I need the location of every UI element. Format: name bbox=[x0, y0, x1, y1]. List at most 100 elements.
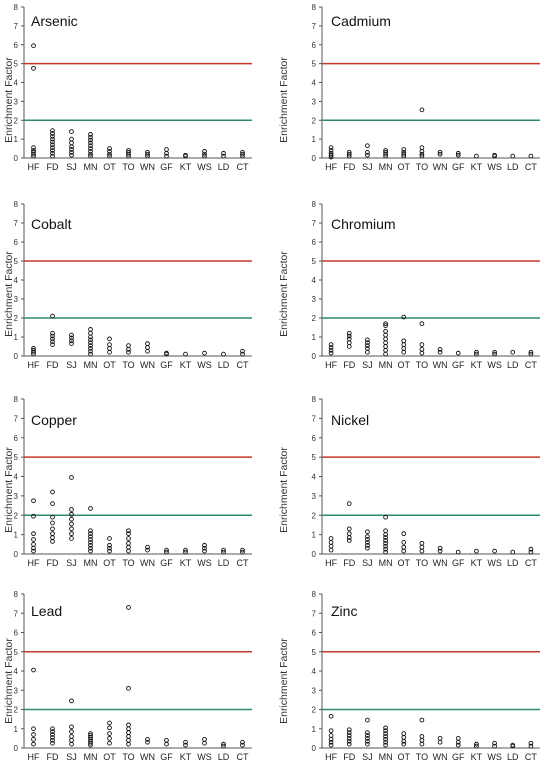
data-point bbox=[383, 153, 388, 159]
data-point bbox=[474, 548, 479, 554]
data-point bbox=[365, 143, 370, 149]
data-point bbox=[419, 737, 425, 743]
y-tick-label: 0 bbox=[312, 352, 317, 361]
data-point bbox=[126, 605, 131, 610]
data-point bbox=[126, 544, 131, 550]
scatter-plot: 0 1 2 3 4 5 6 7 8 HF FD SJ MN OT TO WN GF KT WS LD CT bbox=[14, 3, 252, 172]
x-tick-label: HF bbox=[325, 162, 337, 172]
data-point bbox=[50, 145, 55, 150]
data-point bbox=[183, 153, 188, 159]
x-tick-label: CT bbox=[525, 162, 537, 172]
y-tick-label: 4 bbox=[14, 79, 19, 88]
data-point bbox=[419, 734, 425, 739]
data-point bbox=[31, 531, 36, 537]
x-tick-label: GF bbox=[452, 752, 465, 762]
data-point bbox=[50, 726, 55, 732]
x-tick-label: LD bbox=[218, 360, 230, 370]
data-point bbox=[419, 741, 425, 747]
data-point bbox=[401, 540, 407, 545]
data-point bbox=[474, 741, 479, 747]
x-tick-label: GF bbox=[452, 360, 465, 370]
data-point bbox=[50, 535, 55, 540]
y-tick-label: 3 bbox=[312, 492, 317, 501]
data-point bbox=[69, 147, 74, 152]
data-point bbox=[346, 733, 352, 738]
x-tick-label: GF bbox=[452, 558, 465, 568]
x-tick-label: WS bbox=[197, 558, 212, 568]
data-point bbox=[69, 338, 74, 344]
data-point bbox=[510, 549, 516, 555]
data-point bbox=[107, 346, 112, 351]
y-tick-label: 8 bbox=[312, 395, 317, 404]
data-point bbox=[202, 153, 207, 159]
data-point bbox=[31, 732, 36, 737]
data-point bbox=[419, 153, 425, 159]
panel-title: Cadmium bbox=[331, 13, 391, 29]
x-tick-label: TO bbox=[416, 162, 428, 172]
y-tick-label: 6 bbox=[14, 238, 19, 247]
data-point bbox=[419, 145, 425, 150]
panel-zinc: Enrichment Factor Zinc 0 1 2 3 4 5 6 7 8 HF FD SJ MN… bbox=[275, 581, 550, 773]
data-point bbox=[107, 542, 112, 548]
data-point bbox=[365, 542, 370, 548]
data-point bbox=[50, 737, 55, 743]
data-point bbox=[401, 153, 407, 159]
y-tick-label: 5 bbox=[312, 453, 317, 462]
y-tick-label: 5 bbox=[14, 648, 19, 657]
data-point bbox=[69, 737, 74, 743]
y-tick-label: 3 bbox=[14, 492, 19, 501]
data-point bbox=[474, 743, 479, 749]
data-point bbox=[126, 540, 131, 546]
data-point bbox=[419, 342, 425, 347]
data-point bbox=[240, 547, 245, 553]
data-point bbox=[126, 734, 131, 739]
data-point bbox=[528, 351, 534, 357]
data-point bbox=[107, 731, 112, 736]
y-tick-label: 6 bbox=[312, 629, 317, 638]
data-point bbox=[126, 528, 131, 534]
x-tick-label: TO bbox=[122, 558, 134, 568]
x-tick-label: MN bbox=[84, 752, 98, 762]
data-point bbox=[31, 153, 36, 159]
data-point bbox=[455, 152, 461, 158]
data-point bbox=[69, 741, 74, 747]
data-point bbox=[346, 538, 352, 543]
data-point bbox=[437, 736, 443, 741]
data-point bbox=[164, 547, 169, 553]
data-point bbox=[492, 351, 497, 357]
data-point bbox=[69, 332, 74, 338]
data-point bbox=[126, 153, 131, 159]
data-point bbox=[240, 348, 245, 354]
data-point bbox=[328, 152, 334, 158]
data-point bbox=[145, 151, 150, 157]
y-tick-label: 8 bbox=[312, 590, 317, 599]
y-tick-label: 6 bbox=[14, 629, 19, 638]
data-point bbox=[492, 349, 497, 355]
x-tick-label: KT bbox=[471, 162, 483, 172]
x-tick-label: FD bbox=[343, 162, 355, 172]
data-point bbox=[183, 742, 188, 748]
y-tick-label: 1 bbox=[14, 333, 19, 342]
x-tick-label: MN bbox=[379, 558, 393, 568]
data-point bbox=[107, 146, 112, 151]
data-point bbox=[50, 501, 55, 506]
data-point bbox=[240, 549, 245, 555]
data-point bbox=[88, 134, 93, 140]
data-point bbox=[221, 153, 226, 159]
data-point bbox=[88, 537, 93, 542]
data-point bbox=[328, 350, 334, 356]
y-tick-label: 8 bbox=[14, 200, 19, 209]
data-point bbox=[50, 313, 55, 319]
y-tick-label: 7 bbox=[312, 219, 317, 228]
data-point bbox=[88, 330, 93, 336]
data-point bbox=[383, 742, 388, 748]
data-point bbox=[346, 730, 352, 735]
data-point bbox=[383, 321, 388, 327]
data-point bbox=[365, 540, 370, 545]
data-point bbox=[528, 153, 534, 159]
x-tick-label: OT bbox=[103, 360, 116, 370]
data-point bbox=[126, 347, 131, 352]
data-point bbox=[88, 146, 93, 151]
x-tick-label: WN bbox=[140, 162, 155, 172]
data-point bbox=[492, 153, 497, 159]
